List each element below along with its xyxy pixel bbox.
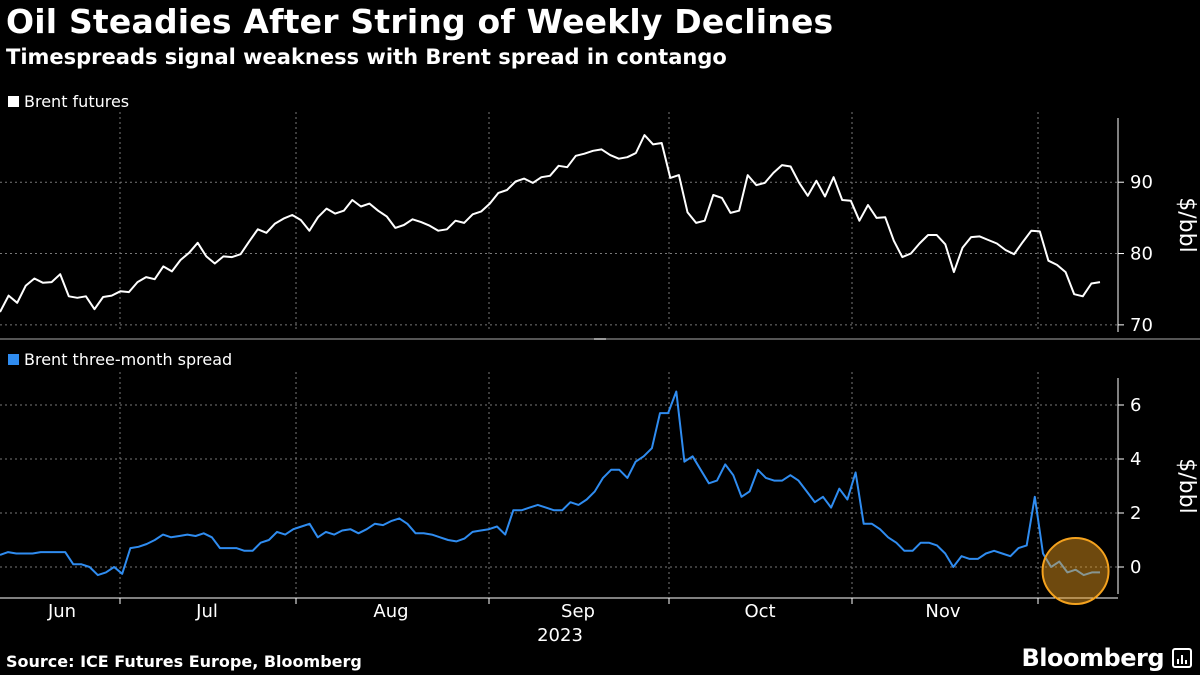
x-tick-label-sep: Sep — [561, 601, 595, 622]
spread-ytick-label-1: 2 — [1130, 503, 1141, 524]
x-tick-label-oct: Oct — [744, 601, 775, 622]
brent-ytick-label-2: 90 — [1130, 172, 1153, 193]
legend-swatch-blue — [8, 354, 19, 365]
legend-brent-futures: Brent futures — [8, 92, 129, 111]
x-tick-label-aug: Aug — [373, 601, 408, 622]
bloomberg-wordmark: Bloomberg — [1021, 644, 1165, 672]
source-note: Source: ICE Futures Europe, Bloomberg — [6, 652, 362, 671]
chart-title: Oil Steadies After String of Weekly Decl… — [6, 2, 834, 41]
x-tick-label-nov: Nov — [925, 601, 960, 622]
spread-ytick-label-3: 6 — [1130, 395, 1141, 416]
legend-brent-spread: Brent three-month spread — [8, 350, 232, 369]
brent-series-line — [0, 134, 1101, 313]
legend-swatch-white — [8, 96, 19, 107]
brent-ytick-label-0: 70 — [1130, 315, 1153, 336]
contango-highlight-circle — [1041, 537, 1110, 606]
x-year-label: 2023 — [537, 625, 583, 646]
spread-ytick-label-0: 0 — [1130, 557, 1141, 578]
legend-label-brent-spread: Brent three-month spread — [24, 350, 233, 369]
chart-subtitle: Timespreads signal weakness with Brent s… — [6, 45, 727, 69]
brent-ytick-label-1: 80 — [1130, 244, 1153, 265]
spread-series-line — [0, 390, 1100, 577]
bloomberg-chart-icon — [1172, 648, 1192, 668]
x-tick-label-jun: Jun — [47, 601, 76, 622]
legend-label-brent-futures: Brent futures — [24, 92, 130, 111]
spread-y-unit-label: $/bbl — [1174, 458, 1199, 513]
spread-ytick-label-2: 4 — [1130, 449, 1141, 470]
brent-y-unit-label: $/bbl — [1174, 197, 1199, 252]
x-tick-label-jul: Jul — [195, 601, 218, 622]
bloomberg-logo: Bloomberg — [1022, 644, 1192, 672]
